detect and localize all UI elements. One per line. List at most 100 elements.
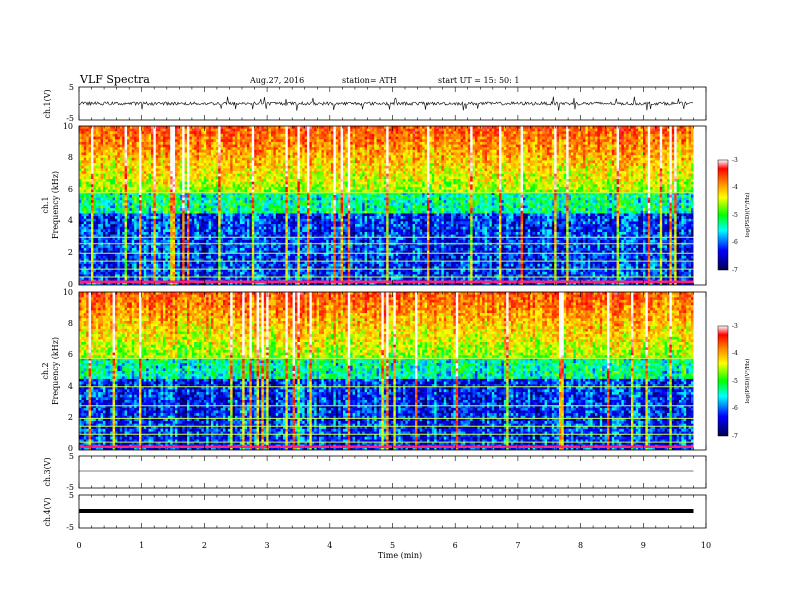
spectrogram-cell: [184, 139, 188, 143]
spectrogram-cell: [98, 171, 101, 175]
spectrogram-cell: [139, 194, 142, 198]
spectrogram-cell: [273, 194, 277, 198]
spectrogram-cell: [136, 171, 140, 175]
spectrogram-cell: [167, 245, 171, 249]
spectrogram-cell: [206, 239, 209, 243]
spectrogram-cell: [131, 181, 135, 185]
spectrogram-cell: [227, 157, 231, 161]
spectrogram-cell: [184, 133, 188, 137]
spectrogram-cell: [256, 181, 260, 185]
spectrogram-cell: [266, 157, 269, 161]
spectrogram-cell: [259, 144, 262, 148]
spectrogram-cell: [143, 221, 147, 225]
spectrogram-cell: [153, 239, 157, 243]
spectrogram-cell: [158, 168, 161, 172]
spectrogram-cell: [105, 277, 109, 280]
spectrogram-cell: [93, 179, 97, 182]
spectrogram-cell: [259, 141, 262, 145]
spectrogram-cell: [93, 192, 97, 196]
spectrogram-cell: [247, 189, 250, 193]
spectrogram-cell: [215, 266, 219, 270]
spectrogram-cell: [79, 131, 82, 135]
spectrogram-cell: [206, 133, 209, 137]
spectrogram-cell: [196, 271, 200, 275]
spectrogram-cell: [201, 168, 205, 172]
spectrogram-cell: [131, 152, 135, 156]
spectrogram-cell: [88, 155, 92, 159]
spectrogram-cell: [230, 221, 233, 225]
spectrogram-cell: [160, 189, 164, 193]
spectrogram-cell: [273, 181, 277, 185]
spectrogram-cell: [263, 184, 267, 188]
spectrogram-cell: [191, 245, 195, 249]
spectrogram-cell: [112, 157, 116, 161]
spectrogram-cell: [165, 250, 169, 254]
spectrogram-cell: [124, 173, 128, 177]
spectrogram-cell: [151, 136, 154, 140]
spectrogram-cell: [256, 176, 260, 180]
spectrogram-cell: [230, 234, 233, 238]
spectrogram-cell: [148, 271, 152, 275]
spectrogram-cell: [182, 245, 185, 249]
spectrogram-cell: [220, 141, 224, 145]
spectrogram-cell: [179, 266, 183, 270]
spectrogram-cell: [151, 181, 154, 185]
spectrogram-cell: [261, 136, 265, 140]
spectrogram-cell: [263, 250, 267, 254]
spectrogram-cell: [215, 274, 219, 278]
spectrogram-cell: [95, 210, 99, 214]
spectrogram-cell: [100, 221, 104, 225]
spectrogram-cell: [191, 253, 195, 257]
spectrogram-cell: [131, 255, 135, 259]
spectrogram-cell: [177, 133, 181, 137]
spectrogram-cell: [230, 197, 233, 201]
spectrogram-cell: [211, 189, 214, 193]
spectrogram-cell: [172, 157, 176, 161]
spectrogram-cell: [215, 271, 219, 275]
spectrogram-cell: [93, 245, 97, 249]
spectrogram-cell: [155, 184, 159, 188]
spectrogram-cell: [107, 234, 111, 238]
spectrogram-cell: [271, 253, 274, 257]
spectrogram-cell: [127, 144, 130, 148]
spectrogram-cell: [266, 277, 269, 280]
spectrogram-cell: [254, 239, 257, 243]
spectrogram-cell: [213, 234, 217, 238]
spectrogram-cell: [127, 176, 130, 180]
spectrogram-cell: [254, 234, 257, 238]
spectrogram-cell: [263, 271, 267, 275]
spectrogram-cell: [237, 179, 241, 182]
spectrogram-cell: [79, 224, 82, 228]
spectrogram-cell: [235, 274, 238, 278]
spectrogram-cell: [208, 165, 212, 169]
spectrogram-cell: [211, 184, 214, 188]
spectrogram-cell: [275, 197, 279, 201]
spectrogram-cell: [194, 271, 197, 275]
spectrogram-cell: [141, 271, 145, 275]
spectrogram-cell: [201, 210, 205, 214]
spectrogram-cell: [160, 234, 164, 238]
spectrogram-cell: [163, 163, 166, 167]
spectrogram-cell: [105, 208, 109, 212]
spectrogram-cell: [273, 168, 277, 172]
spectrogram-cell: [259, 163, 262, 167]
spectrogram-cell: [194, 147, 197, 151]
spectrogram-cell: [256, 282, 260, 285]
spectrogram-cell: [211, 271, 214, 275]
spectrogram-cell: [201, 232, 205, 235]
spectrogram-cell: [242, 229, 245, 233]
spectrogram-cell: [239, 269, 243, 273]
spectrogram-cell: [259, 136, 262, 140]
spectrogram-cell: [158, 131, 161, 135]
spectrogram-cell: [249, 141, 253, 145]
spectrogram-cell: [230, 202, 233, 206]
spectrogram-cell: [220, 192, 224, 196]
spectrogram-cell: [225, 144, 229, 148]
spectrogram-cell: [201, 239, 205, 243]
spectrogram-cell: [119, 126, 123, 129]
spectrogram-cell: [117, 226, 121, 230]
spectrogram-cell: [117, 133, 121, 137]
spectrogram-cell: [100, 186, 104, 190]
spectrogram-cell: [273, 221, 277, 225]
spectrogram-cell: [201, 144, 205, 148]
